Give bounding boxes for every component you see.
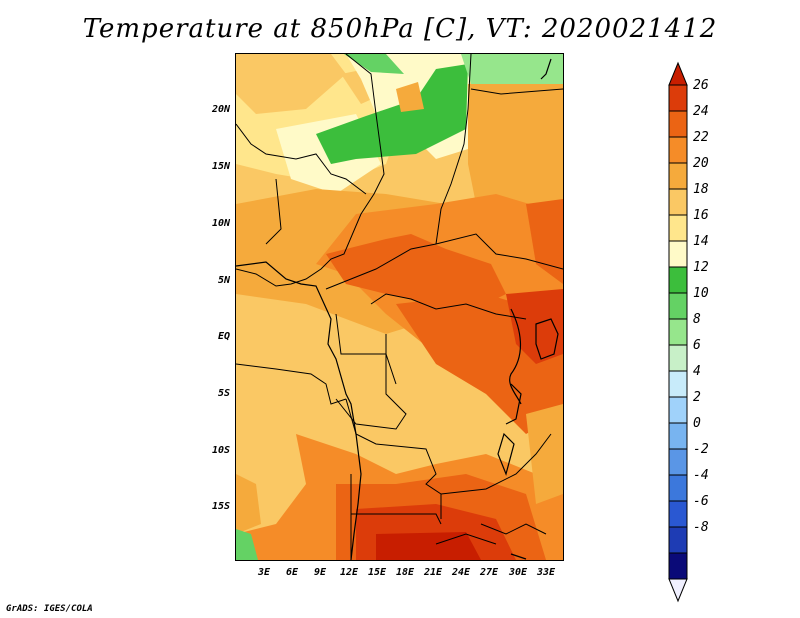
lon-label: 6E <box>285 567 299 578</box>
colorbar-label: 6 <box>693 338 701 353</box>
lat-label: 15N <box>211 161 230 172</box>
temperature-field <box>236 54 563 560</box>
colorbar-label: -8 <box>693 520 709 535</box>
colorbar-segment <box>668 240 688 268</box>
colorbar-segment <box>668 422 688 450</box>
colorbar-segment <box>668 526 688 554</box>
coastlines <box>236 58 559 560</box>
colorbar-segment <box>668 214 688 242</box>
colorbar-segment <box>668 318 688 346</box>
colorbar-label: 0 <box>693 416 701 431</box>
colorbar-segment <box>668 344 688 372</box>
colorbar-label: 2 <box>693 390 701 405</box>
colorbar-segment <box>668 136 688 164</box>
lat-label: 10N <box>211 218 230 229</box>
lat-label: 5S <box>217 388 230 399</box>
colorbar-segment <box>668 162 688 190</box>
country-borders <box>236 54 563 560</box>
colorbar-segment <box>668 292 688 320</box>
map-title: Temperature at 850hPa [C], VT: 202002141… <box>82 14 718 44</box>
colorbar-top-triangle <box>668 61 688 86</box>
lon-label: 33E <box>536 567 556 578</box>
colorbar-label: -6 <box>693 494 709 509</box>
lat-label: 15S <box>211 501 230 512</box>
colorbar-segment <box>668 84 688 112</box>
lon-label: 9E <box>313 567 327 578</box>
colorbar-label: 12 <box>693 260 709 275</box>
colorbar-label: 8 <box>693 312 701 327</box>
lon-label: 24E <box>451 567 471 578</box>
colorbar-label: 24 <box>693 104 709 119</box>
lon-label: 21E <box>423 567 443 578</box>
colorbar-segment <box>668 110 688 138</box>
colorbar-label: 4 <box>693 364 701 379</box>
map-panel <box>235 53 564 561</box>
colorbar-label: -2 <box>693 442 709 457</box>
colorbar-segment <box>668 396 688 424</box>
colorbar-bottom-triangle <box>668 578 688 603</box>
lat-label: 20N <box>211 104 230 115</box>
colorbar-segment <box>668 448 688 476</box>
colorbar-segment <box>668 370 688 398</box>
colorbar-segment <box>668 474 688 502</box>
colorbar-segment <box>668 552 688 580</box>
colorbar-label: 22 <box>693 130 709 145</box>
lon-label: 30E <box>508 567 528 578</box>
lon-label: 3E <box>257 567 271 578</box>
colorbar-label: 10 <box>693 286 709 301</box>
colorbar-segment <box>668 500 688 528</box>
lat-label: 10S <box>211 445 230 456</box>
colorbar-label: 18 <box>693 182 709 197</box>
colorbar-label: 20 <box>693 156 709 171</box>
credit-text: GrADS: IGES/COLA <box>6 604 93 614</box>
colorbar-segment <box>668 266 688 294</box>
lon-label: 18E <box>395 567 415 578</box>
lon-label: 12E <box>339 567 359 578</box>
lon-label: 15E <box>367 567 387 578</box>
colorbar-segment <box>668 188 688 216</box>
colorbar-label: 16 <box>693 208 709 223</box>
colorbar-label: 26 <box>693 78 709 93</box>
lat-label: EQ <box>217 331 230 342</box>
colorbar-label: -4 <box>693 468 709 483</box>
lat-label: 5N <box>217 275 230 286</box>
lon-label: 27E <box>479 567 499 578</box>
colorbar-label: 14 <box>693 234 709 249</box>
